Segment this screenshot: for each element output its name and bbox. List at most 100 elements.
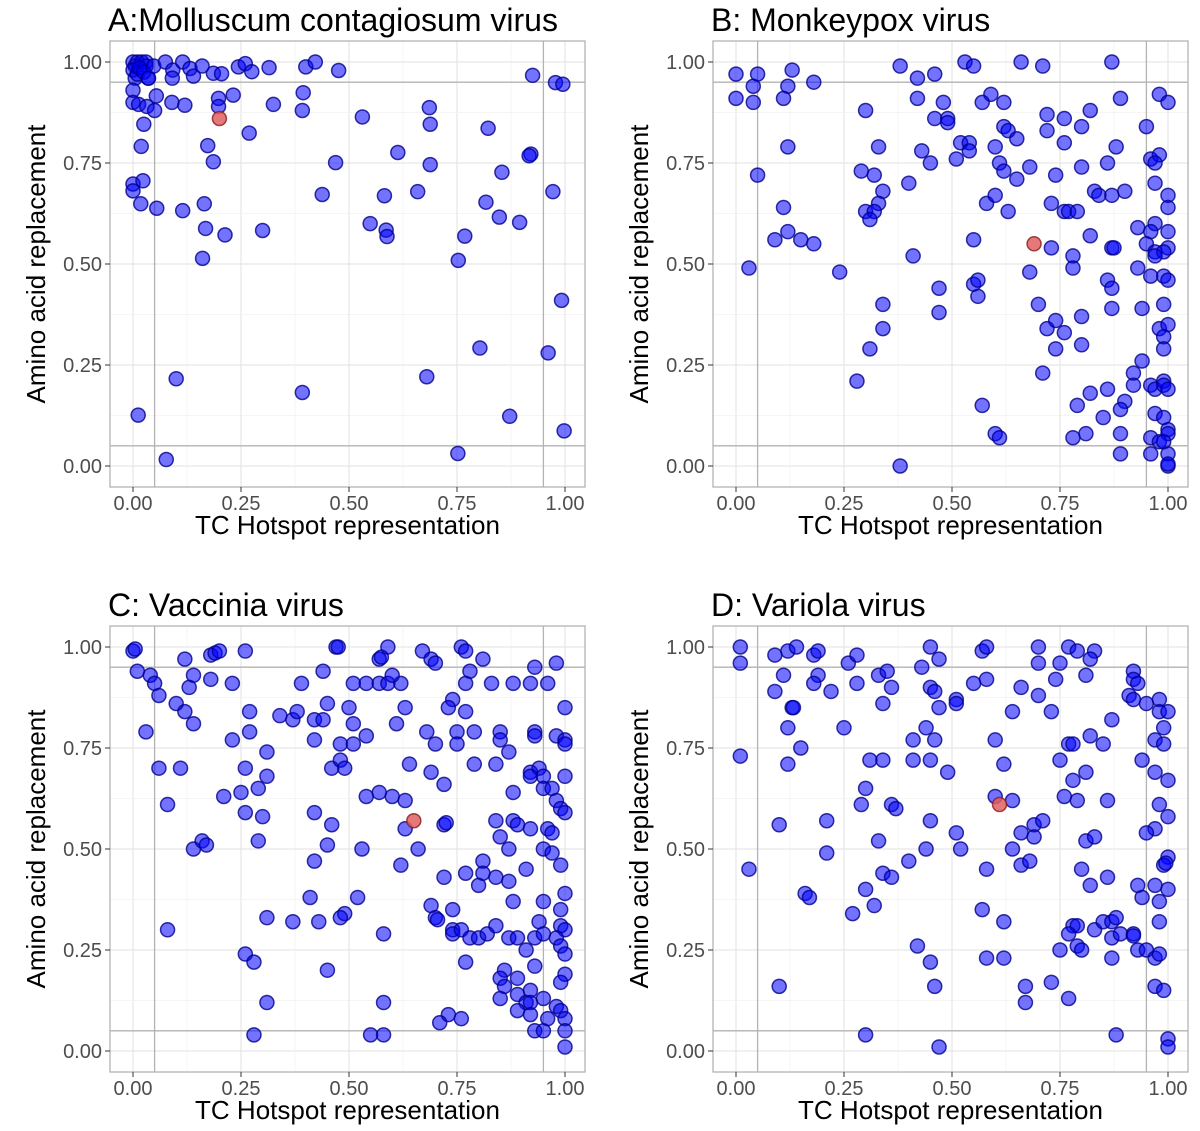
data-point <box>136 116 152 132</box>
data-point <box>870 139 887 155</box>
data-point <box>1022 159 1038 175</box>
data-point <box>939 764 956 780</box>
data-point <box>1104 280 1120 296</box>
data-point <box>1160 1039 1176 1055</box>
data-point <box>926 978 943 995</box>
data-point <box>1138 695 1155 712</box>
data-point <box>265 96 282 113</box>
data-point <box>892 458 908 474</box>
data-point <box>844 905 861 922</box>
data-point <box>875 320 891 337</box>
data-point <box>1034 58 1051 74</box>
data-point <box>327 154 344 171</box>
y-tick-label: 0.00 <box>666 1041 705 1063</box>
data-point <box>1112 446 1129 462</box>
data-point <box>306 804 323 821</box>
data-point <box>401 756 418 772</box>
data-point <box>457 703 474 720</box>
data-point <box>457 865 474 881</box>
data-point <box>875 752 891 768</box>
data-point <box>315 663 331 679</box>
data-point <box>965 232 982 248</box>
data-point <box>922 155 939 171</box>
data-point <box>1078 425 1094 442</box>
data-point <box>926 66 943 82</box>
data-point <box>345 716 362 732</box>
data-point <box>1056 324 1073 341</box>
data-point <box>289 703 305 720</box>
data-point <box>853 163 870 179</box>
data-point <box>1151 893 1168 910</box>
data-point <box>1155 736 1172 752</box>
data-point <box>440 699 457 716</box>
x-tick-label: 0.75 <box>1041 493 1080 515</box>
data-point <box>375 926 392 942</box>
data-point <box>1099 869 1116 886</box>
y-axis-title: Amino acid replacement <box>21 124 51 404</box>
y-tick-label: 1.00 <box>666 637 705 659</box>
data-point <box>556 423 572 439</box>
data-point <box>1147 248 1163 264</box>
data-point <box>444 901 461 918</box>
data-point <box>522 768 539 785</box>
data-point <box>475 651 491 667</box>
data-point <box>1099 792 1116 809</box>
data-point <box>1160 272 1176 288</box>
data-point <box>857 881 874 898</box>
x-axis-title: TC Hotspot representation <box>195 1095 500 1125</box>
data-point <box>1030 687 1047 704</box>
data-point <box>224 675 241 692</box>
data-point <box>295 84 311 101</box>
data-point <box>330 62 347 79</box>
data-point <box>470 877 487 894</box>
data-point <box>466 756 483 772</box>
data-point <box>203 671 219 688</box>
data-point <box>332 909 349 926</box>
data-point <box>419 368 435 385</box>
data-point <box>379 228 395 245</box>
data-point <box>987 732 1003 748</box>
data-point <box>775 667 792 684</box>
data-point <box>806 675 822 692</box>
data-point <box>527 728 543 744</box>
data-point <box>410 841 426 857</box>
data-point <box>1104 54 1120 70</box>
data-point <box>1022 264 1038 280</box>
data-point <box>978 671 995 688</box>
data-point <box>810 643 826 659</box>
data-point <box>133 138 149 155</box>
x-tick-label: 0.50 <box>933 1078 972 1100</box>
data-point <box>254 222 271 239</box>
data-point <box>362 1027 379 1043</box>
data-point <box>354 109 371 125</box>
data-point <box>164 94 180 111</box>
data-point <box>909 70 926 86</box>
data-point <box>780 223 796 240</box>
data-point <box>931 280 947 296</box>
x-tick-label: 0.00 <box>114 493 153 515</box>
data-point <box>1112 401 1129 418</box>
data-point <box>146 102 163 119</box>
x-tick-label: 0.00 <box>114 1078 153 1100</box>
data-point <box>931 304 947 321</box>
y-tick-label: 0.25 <box>63 940 102 962</box>
data-point <box>522 821 539 837</box>
data-point <box>544 825 560 841</box>
data-point <box>883 869 900 886</box>
data-point <box>866 897 882 914</box>
data-point <box>1069 792 1086 809</box>
data-point <box>254 808 271 825</box>
data-point <box>505 893 521 910</box>
highlight-point <box>406 812 422 829</box>
data-point <box>211 643 228 659</box>
data-point <box>1052 752 1068 768</box>
data-point <box>978 639 995 655</box>
data-point <box>806 236 822 252</box>
y-tick-label: 0.25 <box>63 355 102 377</box>
data-point <box>987 139 1003 155</box>
data-point <box>505 784 521 801</box>
x-tick-label: 0.00 <box>717 493 756 515</box>
data-point <box>965 58 982 74</box>
data-point <box>1043 195 1060 212</box>
